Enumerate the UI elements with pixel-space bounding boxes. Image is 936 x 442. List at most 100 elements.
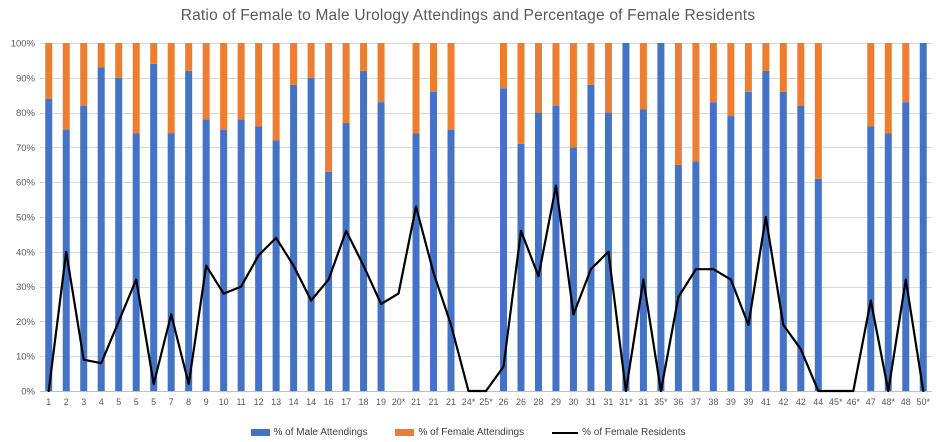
- male-bar: [517, 143, 525, 391]
- female-bar: [517, 43, 525, 144]
- x-tick-label: 30: [568, 397, 578, 407]
- x-tick-label: 8: [186, 397, 191, 407]
- female-bar: [62, 43, 70, 130]
- legend-item-male: % of Male Attendings: [250, 427, 368, 438]
- x-tick-label: 21: [411, 397, 421, 407]
- female-bar: [727, 43, 735, 117]
- male-bar: [202, 119, 210, 391]
- female-bar: [325, 43, 333, 172]
- male-bar: [657, 43, 665, 391]
- y-tick-label: 100%: [11, 39, 36, 50]
- female-bar: [430, 43, 438, 92]
- residents-line: [47, 184, 925, 393]
- male-bar: [814, 178, 822, 391]
- female-bar: [412, 43, 420, 134]
- male-bar: [325, 171, 333, 391]
- male-bar: [499, 88, 507, 392]
- male-bar: [115, 77, 123, 392]
- x-tick-label: 7: [169, 397, 174, 407]
- x-tick-label: 50*: [916, 397, 930, 407]
- legend-label-male: % of Male Attendings: [273, 427, 368, 438]
- female-bar: [272, 43, 280, 141]
- x-tick-label: 31: [603, 397, 613, 407]
- x-tick-label: 18: [359, 397, 369, 407]
- male-bar: [45, 98, 53, 392]
- male-bar: [290, 84, 298, 391]
- y-tick-label: 90%: [16, 73, 36, 84]
- legend: % of Male Attendings % of Female Attendi…: [0, 427, 936, 438]
- x-tick-label: 24*: [462, 397, 476, 407]
- female-bar: [744, 43, 752, 92]
- x-tick-label: 26: [516, 397, 526, 407]
- x-tick-label: 42: [778, 397, 788, 407]
- x-tick-label: 14: [289, 397, 299, 407]
- male-bar: [220, 130, 228, 391]
- x-tick-label: 16: [324, 397, 334, 407]
- male-bar: [272, 140, 280, 391]
- x-tick-label: 25*: [479, 397, 493, 407]
- male-bar: [639, 109, 647, 392]
- y-tick-label: 10%: [16, 352, 36, 363]
- female-bar: [692, 43, 700, 162]
- y-tick-label: 70%: [16, 143, 36, 154]
- x-tick-label: 35*: [654, 397, 668, 407]
- female-bar: [779, 43, 787, 92]
- x-tick-label: 3: [81, 397, 86, 407]
- x-tick-label: 1: [46, 397, 51, 407]
- female-bar: [867, 43, 875, 127]
- x-tick-label: 39: [726, 397, 736, 407]
- x-tick-label: 28: [533, 397, 543, 407]
- x-tick-label: 21: [446, 397, 456, 407]
- x-tick-label: 37: [691, 397, 701, 407]
- male-bar: [167, 133, 175, 392]
- male-bar: [132, 133, 140, 392]
- female-bar: [150, 43, 158, 64]
- female-bar: [587, 43, 595, 85]
- female-bar: [534, 43, 542, 113]
- male-bar: [185, 70, 193, 391]
- male-bar: [762, 70, 770, 391]
- male-bar: [552, 105, 560, 391]
- male-bar: [412, 133, 420, 392]
- x-tick-label: 39: [743, 397, 753, 407]
- male-bar: [884, 133, 892, 392]
- x-tick-label: 10: [219, 397, 229, 407]
- x-tick-label: 12: [254, 397, 264, 407]
- female-bar: [45, 43, 53, 99]
- female-bar: [80, 43, 88, 106]
- female-bar: [674, 43, 682, 165]
- x-tick-label: 36: [673, 397, 683, 407]
- x-tick-label: 29: [551, 397, 561, 407]
- x-tick-label: 2: [64, 397, 69, 407]
- legend-label-female: % of Female Attendings: [418, 427, 525, 438]
- female-bar: [499, 43, 507, 89]
- female-bar: [115, 43, 123, 78]
- female-residents-line-swatch: [552, 431, 579, 434]
- x-tick-label: 11: [236, 397, 245, 407]
- male-bar: [587, 84, 595, 391]
- female-bar: [552, 43, 560, 106]
- x-tick-label: 48*: [882, 397, 896, 407]
- x-tick-label: 26: [498, 397, 508, 407]
- male-bar: [902, 102, 910, 391]
- x-tick-label: 45*: [829, 397, 843, 407]
- male-bar: [150, 63, 158, 391]
- male-bar: [797, 105, 805, 391]
- female-attendings-swatch: [395, 429, 415, 436]
- male-bar: [62, 130, 70, 391]
- x-tick-label: 48: [901, 397, 911, 407]
- y-tick-label: 40%: [16, 247, 36, 258]
- x-tick-label: 14: [306, 397, 316, 407]
- y-tick-label: 20%: [16, 317, 36, 328]
- legend-item-female: % of Female Attendings: [395, 427, 524, 438]
- legend-label-residents: % of Female Residents: [582, 427, 686, 438]
- male-bar: [779, 91, 787, 391]
- male-bar: [430, 91, 438, 391]
- male-bar: [744, 91, 752, 391]
- x-tick-label: 5: [116, 397, 121, 407]
- female-bar: [797, 43, 805, 106]
- male-bar: [377, 102, 385, 391]
- female-bar: [220, 43, 228, 130]
- male-bar: [569, 147, 577, 391]
